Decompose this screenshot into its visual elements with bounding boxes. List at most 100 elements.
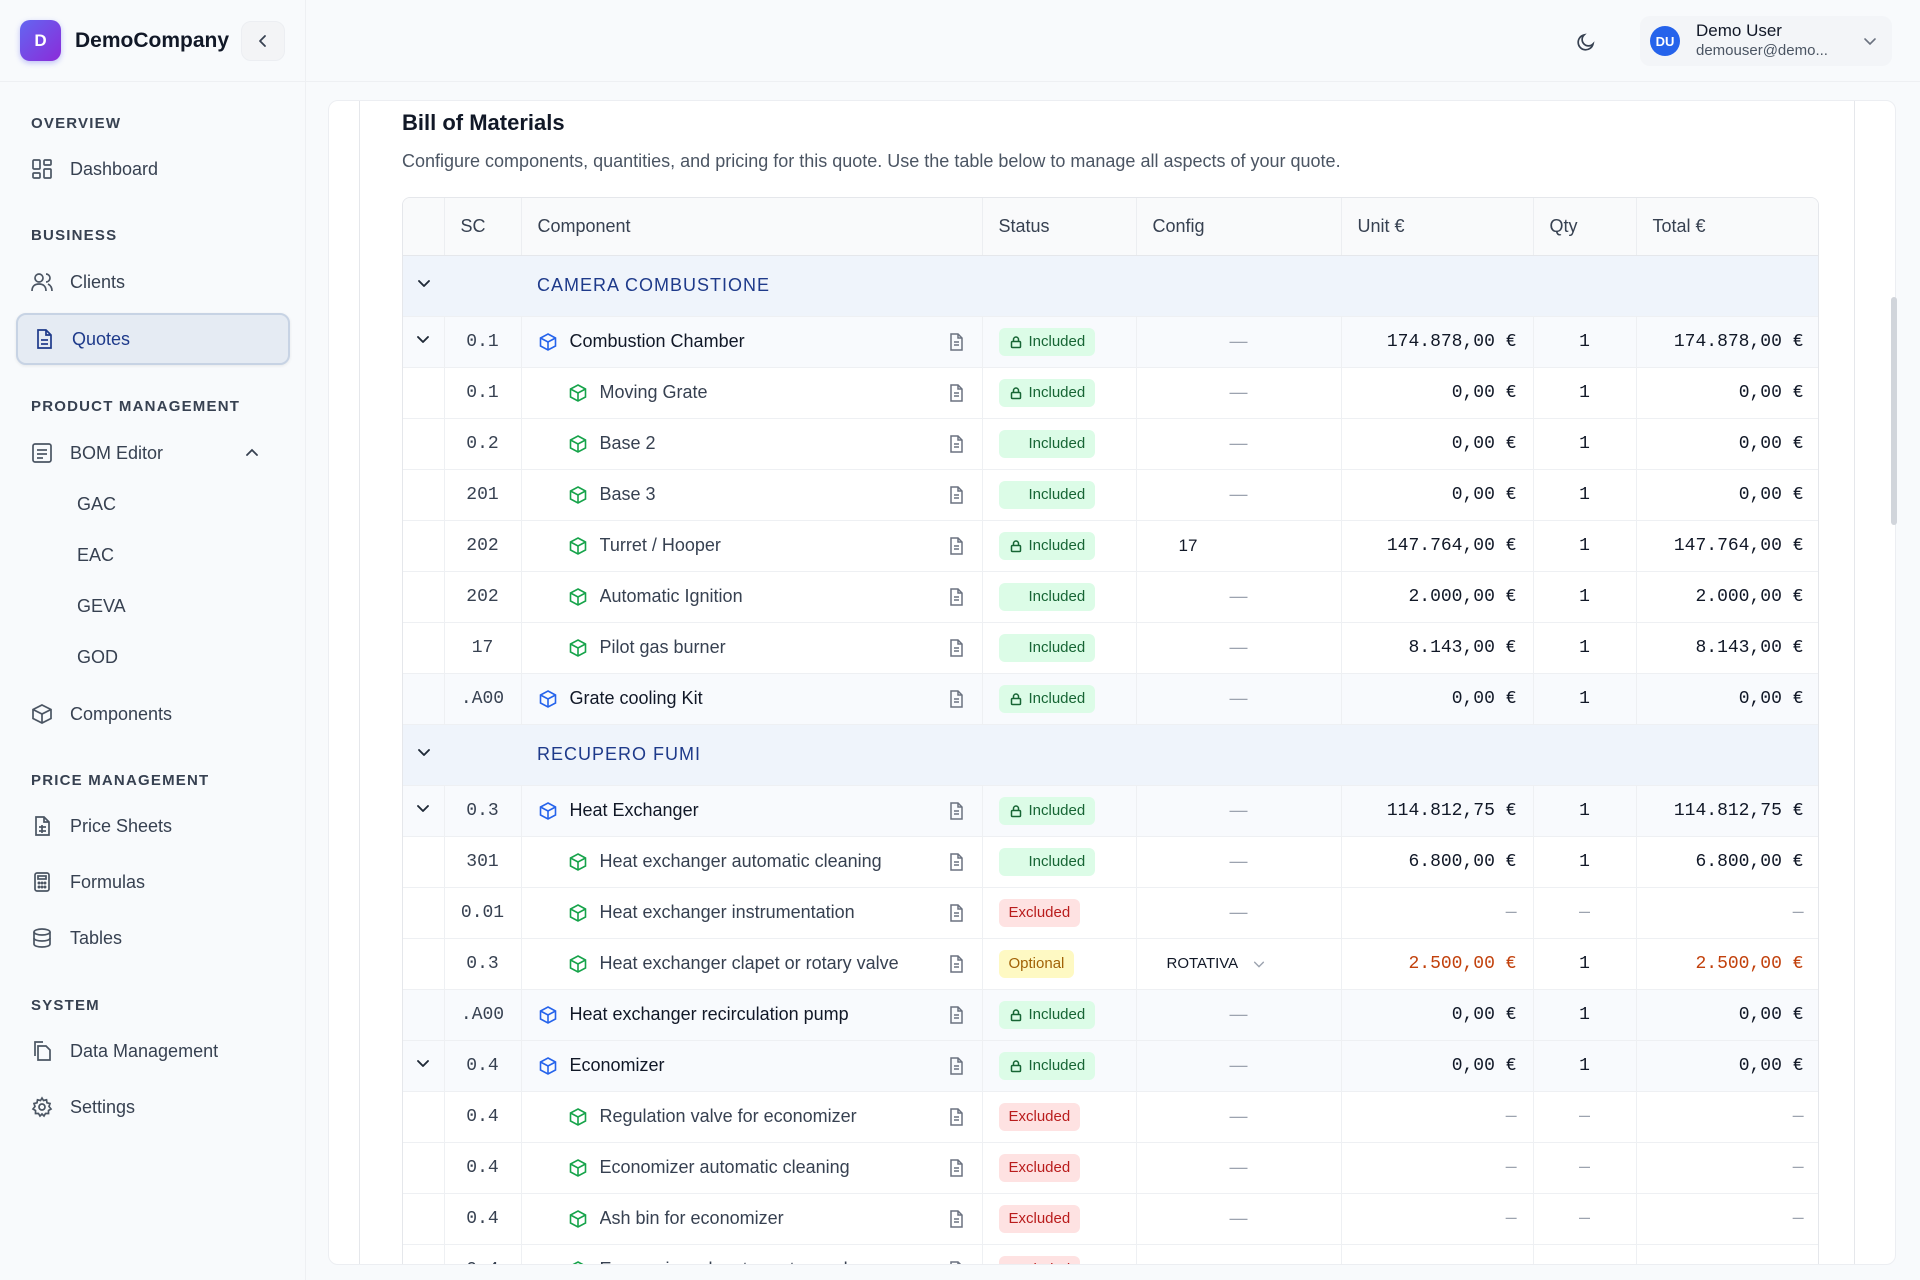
document-icon[interactable]: [946, 434, 966, 454]
document-icon[interactable]: [946, 954, 966, 974]
table-row[interactable]: 0.4 Economizer Included —0,00 €1 0,00 €: [403, 1040, 1818, 1092]
user-menu[interactable]: DU Demo User demouser@demo...: [1640, 16, 1892, 66]
brand-name[interactable]: DemoCompany: [75, 28, 230, 52]
qty-cell[interactable]: —: [1533, 887, 1637, 939]
table-row[interactable]: 0.4 Ash bin for economizer Excluded — — — —: [403, 1193, 1818, 1245]
scrollbar[interactable]: [1891, 297, 1897, 525]
qty-cell[interactable]: 1: [1533, 418, 1637, 470]
qty-cell[interactable]: 1: [1533, 622, 1637, 674]
config-select[interactable]: ROTATIVA: [1153, 955, 1325, 972]
table-row[interactable]: 0.1 Combustion Chamber Included —174.878,00…: [403, 316, 1818, 368]
sidebar-item-price-sheets[interactable]: Price Sheets: [16, 800, 290, 852]
document-icon[interactable]: [946, 1056, 966, 1076]
status-badge[interactable]: Included: [998, 531, 1096, 560]
group-expand-toggle[interactable]: [403, 724, 444, 786]
qty-cell[interactable]: 1: [1533, 938, 1637, 990]
sidebar-subitem-geva[interactable]: GEVA: [77, 596, 126, 616]
sidebar-item-data-management[interactable]: Data Management: [16, 1025, 290, 1077]
qty-cell[interactable]: 1: [1533, 520, 1637, 572]
table-row[interactable]: 0.2 Base 2 Included —0,00 €1 0,00 €: [403, 418, 1818, 470]
sidebar-item-dashboard[interactable]: Dashboard: [16, 143, 290, 195]
table-row[interactable]: 0.4 Economizer automatic cleaning Excluded…: [403, 1142, 1818, 1194]
status-badge[interactable]: Optional: [998, 949, 1075, 978]
status-badge[interactable]: Included: [998, 633, 1096, 662]
sidebar-item-settings[interactable]: Settings: [16, 1081, 290, 1133]
status-badge[interactable]: Included: [998, 684, 1096, 713]
group-expand-toggle[interactable]: [403, 255, 444, 317]
sidebar-subitem-god[interactable]: GOD: [77, 647, 119, 667]
table-row[interactable]: 0.4 Economizer clapet or rotary valve Excl…: [403, 1244, 1818, 1264]
status-badge[interactable]: Excluded: [998, 1255, 1081, 1264]
column-header-component[interactable]: Component: [521, 198, 983, 256]
theme-toggle-button[interactable]: [1566, 22, 1606, 62]
group-row[interactable]: RECUPERO FUMI: [403, 724, 1818, 786]
table-row[interactable]: 0.3 Heat Exchanger Included —114.812,75 €1 1…: [403, 785, 1818, 837]
table-row[interactable]: 202 Automatic Ignition Included —2.000,00 €…: [403, 571, 1818, 623]
status-badge[interactable]: Included: [998, 480, 1096, 509]
document-icon[interactable]: [946, 1107, 966, 1127]
status-badge[interactable]: Included: [998, 1051, 1096, 1080]
document-icon[interactable]: [946, 1158, 966, 1178]
qty-cell[interactable]: 1: [1533, 836, 1637, 888]
status-badge[interactable]: Included: [998, 429, 1096, 458]
document-icon[interactable]: [946, 587, 966, 607]
sidebar-item-tables[interactable]: Tables: [16, 912, 290, 964]
document-icon[interactable]: [946, 1260, 966, 1264]
sidebar-subitem-gac[interactable]: GAC: [77, 494, 117, 514]
status-badge[interactable]: Included: [998, 378, 1096, 407]
qty-cell[interactable]: 1: [1533, 1040, 1637, 1092]
sidebar-item-bom-editor[interactable]: BOM Editor: [16, 427, 290, 479]
status-badge[interactable]: Excluded: [998, 1153, 1081, 1182]
qty-cell[interactable]: 1: [1533, 989, 1637, 1041]
config-cell[interactable]: 17: [1136, 520, 1342, 572]
table-row[interactable]: 0.4 Regulation valve for economizer Exclud…: [403, 1091, 1818, 1143]
document-icon[interactable]: [946, 332, 966, 352]
group-row[interactable]: CAMERA COMBUSTIONE: [403, 255, 1818, 317]
table-row[interactable]: .A00 Grate cooling Kit Included —0,00 €1 0,0…: [403, 673, 1818, 725]
document-icon[interactable]: [946, 852, 966, 872]
qty-cell[interactable]: 1: [1533, 785, 1637, 837]
table-row[interactable]: 0.01 Heat exchanger instrumentation Exclud…: [403, 887, 1818, 939]
table-row[interactable]: 0.1 Moving Grate Included —0,00 €1 0,00 €: [403, 367, 1818, 419]
row-expand-cell[interactable]: [403, 785, 445, 837]
document-icon[interactable]: [946, 536, 966, 556]
column-header-sc[interactable]: SC: [444, 198, 522, 256]
status-badge[interactable]: Excluded: [998, 1204, 1081, 1233]
table-row[interactable]: 202 Turret / Hooper Included 17 147.764,00 €…: [403, 520, 1818, 572]
qty-cell[interactable]: 1: [1533, 673, 1637, 725]
chevron-down-icon[interactable]: [415, 331, 431, 351]
status-badge[interactable]: Included: [998, 847, 1096, 876]
document-icon[interactable]: [946, 485, 966, 505]
status-badge[interactable]: Excluded: [998, 898, 1081, 927]
column-header-qty[interactable]: Qty: [1533, 198, 1637, 256]
document-icon[interactable]: [946, 903, 966, 923]
qty-cell[interactable]: —: [1533, 1193, 1637, 1245]
qty-cell[interactable]: —: [1533, 1142, 1637, 1194]
status-badge[interactable]: Included: [998, 582, 1096, 611]
document-icon[interactable]: [946, 1209, 966, 1229]
chevron-up-icon[interactable]: [244, 445, 260, 461]
table-row[interactable]: 201 Base 3 Included —0,00 €1 0,00 €: [403, 469, 1818, 521]
qty-cell[interactable]: 1: [1533, 571, 1637, 623]
brand-logo[interactable]: D: [20, 20, 61, 61]
chevron-down-icon[interactable]: [415, 800, 431, 820]
column-header-total[interactable]: Total €: [1636, 198, 1818, 256]
qty-cell[interactable]: 1: [1533, 469, 1637, 521]
document-icon[interactable]: [946, 689, 966, 709]
document-icon[interactable]: [946, 1005, 966, 1025]
table-row[interactable]: 301 Heat exchanger automatic cleaning Incl…: [403, 836, 1818, 888]
sidebar-item-clients[interactable]: Clients: [16, 256, 290, 308]
qty-cell[interactable]: 1: [1533, 367, 1637, 419]
status-badge[interactable]: Excluded: [998, 1102, 1081, 1131]
sidebar-item-quotes[interactable]: Quotes: [16, 313, 290, 365]
column-header-config[interactable]: Config: [1136, 198, 1342, 256]
document-icon[interactable]: [946, 801, 966, 821]
row-expand-cell[interactable]: [403, 316, 445, 368]
column-header-status[interactable]: Status: [982, 198, 1137, 256]
table-row[interactable]: 0.3 Heat exchanger clapet or rotary valve…: [403, 938, 1818, 990]
sidebar-item-formulas[interactable]: Formulas: [16, 856, 290, 908]
qty-cell[interactable]: —: [1533, 1244, 1637, 1264]
collapse-sidebar-button[interactable]: [241, 20, 285, 61]
column-header-unit[interactable]: Unit €: [1341, 198, 1534, 256]
document-icon[interactable]: [946, 638, 966, 658]
